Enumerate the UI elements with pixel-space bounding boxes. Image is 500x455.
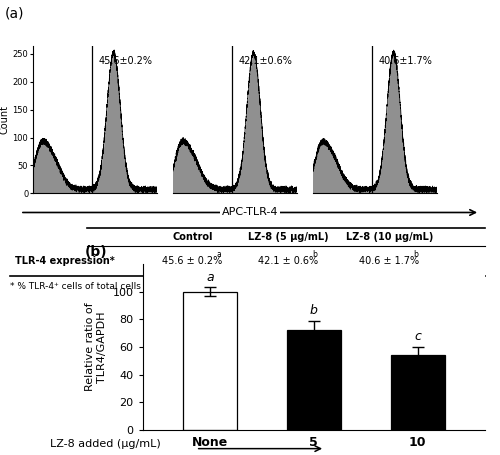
Bar: [390, 355, 444, 430]
Text: 42.1 ± 0.6%: 42.1 ± 0.6%: [258, 256, 318, 266]
Text: b: b: [413, 250, 418, 259]
Y-axis label: Count: Count: [0, 105, 10, 134]
Text: (a): (a): [5, 7, 24, 21]
Text: Control: Control: [172, 232, 212, 242]
Text: * % TLR-4⁺ cells of total cells (2×10⁴ cells): * % TLR-4⁺ cells of total cells (2×10⁴ c…: [10, 282, 202, 291]
Y-axis label: Relative ratio of
TLR4/GAPDH: Relative ratio of TLR4/GAPDH: [86, 303, 107, 391]
Text: APC-TLR-4: APC-TLR-4: [222, 207, 278, 217]
Text: 40.6±1.7%: 40.6±1.7%: [379, 56, 433, 66]
Text: 45.6 ± 0.2%: 45.6 ± 0.2%: [162, 256, 222, 266]
Text: LZ-8 (10 μg/mL): LZ-8 (10 μg/mL): [346, 232, 433, 242]
Text: a: a: [206, 271, 214, 284]
Text: 42.1±0.6%: 42.1±0.6%: [239, 56, 293, 66]
Text: TLR-4 expression*: TLR-4 expression*: [15, 256, 114, 266]
Text: LZ-8 added (μg/mL): LZ-8 added (μg/mL): [50, 439, 161, 449]
Text: a: a: [216, 250, 221, 259]
Text: c: c: [414, 330, 421, 344]
Text: 40.6 ± 1.7%: 40.6 ± 1.7%: [359, 256, 420, 266]
Text: 45.6±0.2%: 45.6±0.2%: [99, 56, 153, 66]
Bar: [183, 292, 237, 430]
Text: (b): (b): [85, 245, 108, 259]
Text: b: b: [310, 304, 318, 317]
Text: b: b: [312, 250, 317, 259]
Bar: [287, 330, 341, 430]
Text: LZ-8 (5 μg/mL): LZ-8 (5 μg/mL): [248, 232, 328, 242]
